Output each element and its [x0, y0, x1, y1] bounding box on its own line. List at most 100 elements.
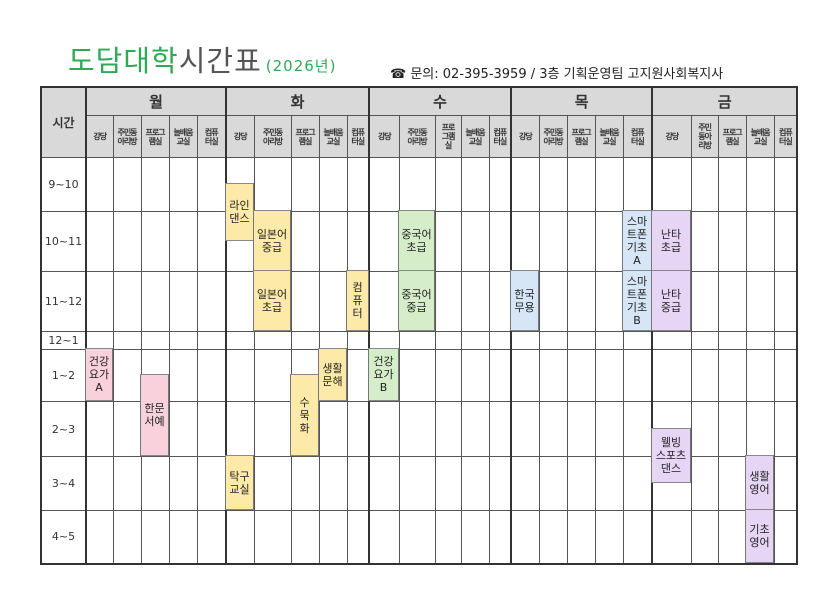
slot-cell: [398, 456, 436, 511]
slot-cell: [745, 331, 775, 350]
slot-cell: [773, 401, 798, 457]
slot-cell: [168, 510, 198, 564]
slot-cell: [773, 331, 798, 350]
room-header: 늘배움 교실: [745, 115, 775, 158]
time-label: 11~12: [40, 271, 87, 332]
slot-cell: [538, 211, 568, 272]
room-header: 강당: [510, 115, 540, 158]
slot-cell: [488, 510, 512, 564]
room-header: 컴퓨 터실: [488, 115, 512, 158]
class-block: 한국 무용: [510, 270, 539, 331]
room-header: 주민 동아 리방: [690, 115, 719, 158]
room-header: 프로그 램실: [290, 115, 320, 158]
slot-cell: [538, 401, 568, 457]
class-block: 중국어 초급: [398, 210, 435, 271]
slot-cell: [690, 510, 719, 564]
slot-cell: [460, 349, 490, 402]
slot-cell: [398, 349, 436, 402]
slot-cell: [434, 271, 462, 332]
class-block: 웰빙 스포츠 댄스: [651, 427, 691, 483]
room-header: 컴퓨 터실: [346, 115, 370, 158]
slot-cell: [488, 211, 512, 272]
slot-cell: [196, 157, 227, 212]
slot-cell: [773, 157, 798, 212]
class-block: 일본어 초급: [253, 270, 291, 331]
slot-cell: [140, 510, 170, 564]
slot-cell: [368, 211, 400, 272]
slot-cell: [253, 157, 292, 212]
contact-text: 문의: 02-395-3959 / 3층 기획운영팀 고지원사회복지사: [410, 67, 724, 82]
slot-cell: [168, 211, 198, 272]
room-header: 컴퓨 터실: [196, 115, 227, 158]
slot-cell: [368, 271, 400, 332]
slot-cell: [85, 271, 114, 332]
day-header: 화: [225, 86, 370, 116]
slot-cell: [196, 211, 227, 272]
slot-cell: [398, 157, 436, 212]
slot-cell: [196, 401, 227, 457]
slot-cell: [85, 211, 114, 272]
day-header: 목: [510, 86, 653, 116]
slot-cell: [622, 401, 653, 457]
slot-cell: [460, 456, 490, 511]
class-block: 스마 트폰 기초 A: [622, 210, 652, 271]
room-header: 강당: [651, 115, 692, 158]
slot-cell: [140, 157, 170, 212]
slot-cell: [168, 456, 198, 511]
time-label: 12~1: [40, 331, 87, 350]
slot-cell: [594, 157, 624, 212]
class-block: 기초 영어: [745, 509, 774, 563]
slot-cell: [253, 331, 292, 350]
slot-cell: [318, 271, 348, 332]
time-label: 9~10: [40, 157, 87, 212]
day-header: 금: [651, 86, 798, 116]
slot-cell: [488, 271, 512, 332]
slot-cell: [434, 510, 462, 564]
slot-cell: [745, 349, 775, 402]
slot-cell: [168, 331, 198, 350]
slot-cell: [510, 331, 540, 350]
slot-cell: [140, 456, 170, 511]
slot-cell: [717, 401, 747, 457]
slot-cell: [594, 271, 624, 332]
slot-cell: [510, 456, 540, 511]
slot-cell: [651, 331, 692, 350]
slot-cell: [253, 456, 292, 511]
slot-cell: [290, 271, 320, 332]
slot-cell: [690, 331, 719, 350]
slot-cell: [112, 401, 142, 457]
slot-cell: [346, 510, 370, 564]
slot-cell: [196, 331, 227, 350]
slot-cell: [622, 510, 653, 564]
slot-cell: [566, 349, 596, 402]
slot-cell: [398, 331, 436, 350]
slot-cell: [140, 211, 170, 272]
slot-cell: [594, 331, 624, 350]
slot-cell: [168, 349, 198, 402]
class-block: 수 묵 화: [290, 374, 319, 456]
slot-cell: [488, 157, 512, 212]
slot-cell: [594, 456, 624, 511]
slot-cell: [651, 349, 692, 402]
room-header: 프로그 램실: [566, 115, 596, 158]
slot-cell: [346, 331, 370, 350]
slot-cell: [773, 349, 798, 402]
slot-cell: [398, 510, 436, 564]
class-block: 탁구 교실: [225, 455, 254, 510]
slot-cell: [168, 157, 198, 212]
slot-cell: [460, 331, 490, 350]
room-header: 프로 그램 실: [434, 115, 462, 158]
title-year: (2026년): [265, 57, 337, 75]
slot-cell: [460, 401, 490, 457]
slot-cell: [566, 401, 596, 457]
slot-cell: [368, 331, 400, 350]
slot-cell: [594, 510, 624, 564]
time-header: 시간: [40, 86, 87, 158]
slot-cell: [566, 331, 596, 350]
slot-cell: [85, 401, 114, 457]
slot-cell: [368, 456, 400, 511]
slot-cell: [488, 349, 512, 402]
slot-cell: [651, 157, 692, 212]
slot-cell: [773, 271, 798, 332]
slot-cell: [566, 271, 596, 332]
